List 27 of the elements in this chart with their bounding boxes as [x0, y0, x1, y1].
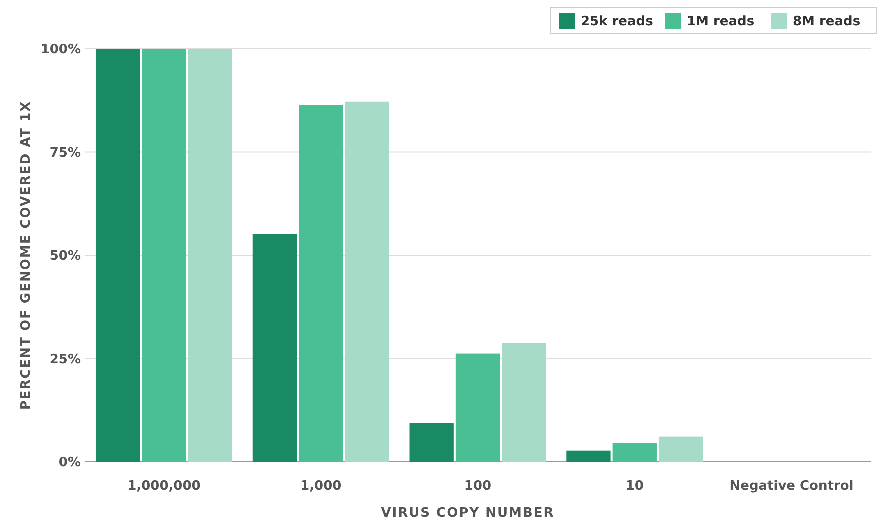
x-tick-label: 1,000,000 — [128, 479, 201, 494]
legend-label: 8M reads — [793, 14, 861, 30]
y-tick-label: 75% — [50, 146, 81, 161]
bar — [502, 343, 546, 462]
bar — [658, 436, 704, 462]
bar — [410, 423, 454, 462]
bar — [96, 49, 140, 462]
x-tick-label: Negative Control — [730, 479, 854, 494]
y-tick-label: 100% — [40, 42, 81, 58]
x-tick-label: 10 — [626, 479, 644, 494]
y-tick-label: 0% — [58, 456, 81, 471]
x-tick-label: 100 — [464, 479, 492, 494]
bar — [252, 234, 298, 462]
legend-label: 1M reads — [687, 14, 755, 30]
bar — [188, 49, 232, 462]
y-tick-label: 25% — [50, 352, 81, 368]
bar — [345, 102, 390, 462]
legend-label: 25k reads — [581, 14, 654, 30]
bar — [456, 354, 500, 462]
bar — [142, 49, 186, 462]
x-tick-label: 1,000 — [300, 479, 342, 494]
bar — [566, 450, 611, 462]
y-axis-title: PERCENT OF GENOME COVERED AT 1X — [19, 100, 34, 410]
bar — [612, 443, 657, 462]
y-tick-label: 50% — [50, 249, 81, 264]
x-axis-title: VIRUS COPY NUMBER — [381, 506, 555, 521]
bar — [299, 105, 344, 462]
